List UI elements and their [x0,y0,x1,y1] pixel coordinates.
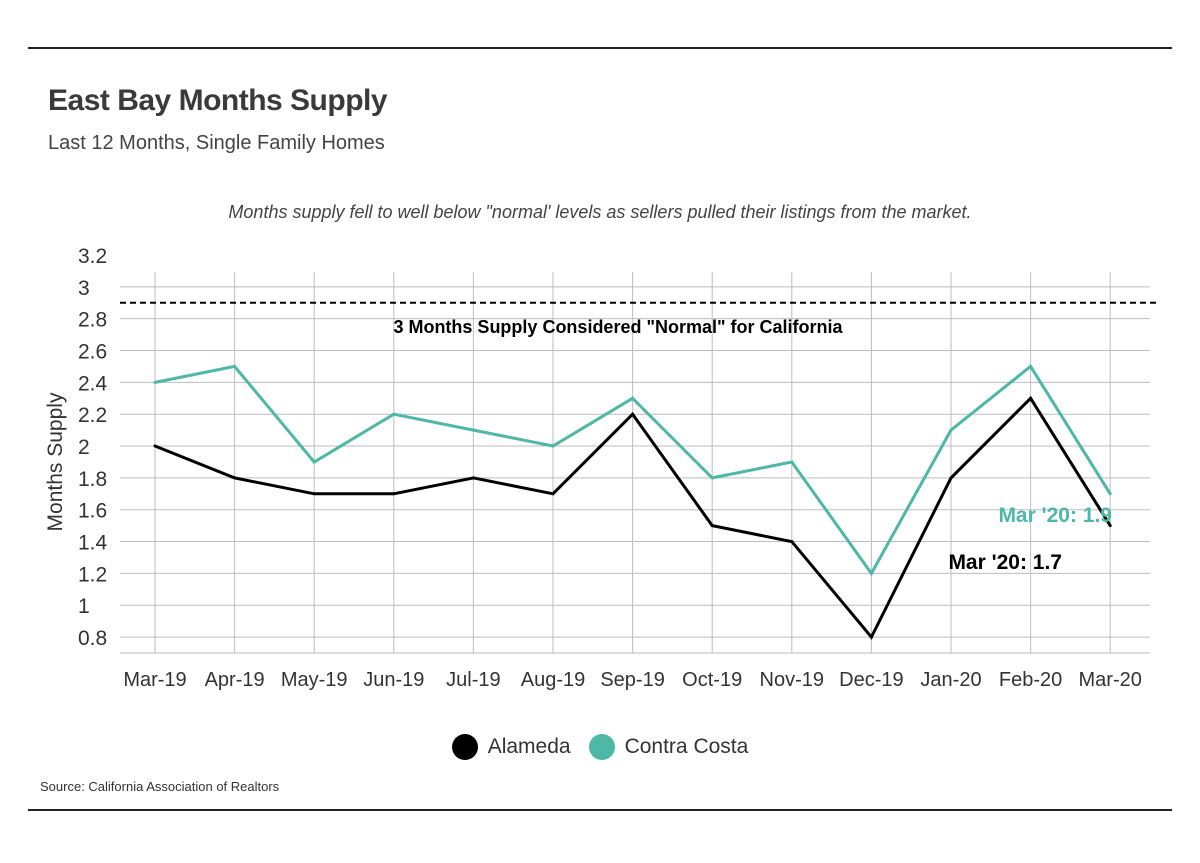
y-tick-label: 2.8 [78,309,107,332]
y-tick-label: 0.8 [78,627,107,650]
y-tick-label: 1 [78,595,90,618]
contra-costa-data-point [790,460,794,464]
contra-costa-data-point [471,428,475,432]
source-note: Source: California Association of Realto… [40,779,280,794]
x-tick-label: Jan-20 [920,669,981,691]
chart-subtitle: Last 12 Months, Single Family Homes [48,132,385,154]
alameda-data-point [869,635,873,639]
x-tick-label: Dec-19 [839,669,903,691]
y-tick-label: 2.4 [78,372,108,395]
legend-swatch-alameda [451,734,478,760]
alameda-data-point [392,492,396,496]
y-tick-label: 3 [78,277,90,300]
y-tick-label: 2.6 [78,341,107,364]
alameda-data-point [153,444,157,448]
contra-costa-data-point [1108,492,1112,496]
alameda-data-point [710,524,714,528]
alameda-data-point [471,476,475,480]
contra-costa-data-point [869,571,873,575]
x-tick-label: Mar-20 [1079,669,1142,691]
alameda-data-point [631,412,635,416]
alameda-data-point [551,492,555,496]
alameda-data-point [790,540,794,544]
contra-costa-data-point [710,476,714,480]
x-tick-label: Apr-19 [205,669,265,691]
x-tick-label: Mar-19 [123,669,186,691]
x-tick-label: Feb-20 [999,669,1062,691]
x-tick-label: Sep-19 [600,669,665,691]
y-tick-label: 1.6 [78,500,107,523]
top-rule [28,47,1172,49]
contra-costa-data-point [153,380,157,384]
alameda-data-point [949,476,953,480]
y-tick-label: 2 [78,436,90,459]
normal-reference-label: 3 Months Supply Considered "Normal" for … [393,317,843,337]
chart-annotation: Months supply fell to well below "normal… [228,202,972,222]
bottom-rule [28,809,1172,811]
y-axis-label: Months Supply [44,392,67,531]
contra-costa-data-point [392,412,396,416]
y-tick-label: 3.2 [78,245,107,268]
alameda-data-point [312,492,316,496]
x-tick-label: Aug-19 [521,669,586,691]
legend-item-contra-costa: Contra Costa [588,734,749,760]
alameda-data-point [1108,524,1112,528]
legend-label-contra-costa: Contra Costa [624,735,749,758]
legend: Alameda Contra Costa [0,734,1200,760]
contra-costa-data-point [631,396,635,400]
x-tick-label: Nov-19 [760,669,824,691]
contra-costa-data-point [551,444,555,448]
contra-costa-data-point [312,460,316,464]
alameda-end-label: Mar '20: 1.7 [948,551,1062,574]
legend-label-alameda: Alameda [487,735,571,758]
legend-swatch-contra-costa [588,734,615,760]
y-tick-label: 1.4 [78,532,108,555]
y-tick-label: 1.8 [78,468,107,491]
x-tick-label: Jun-19 [363,669,424,691]
legend-item-alameda: Alameda [451,734,571,760]
alameda-data-point [233,476,237,480]
contra-costa-data-point [1029,364,1033,368]
x-tick-label: May-19 [281,669,348,691]
y-tick-label: 2.2 [78,404,107,427]
y-tick-label: 1.2 [78,563,107,586]
contra-costa-data-point [949,428,953,432]
x-tick-label: Oct-19 [682,669,742,691]
chart-title: East Bay Months Supply [48,84,388,117]
alameda-data-point [1029,396,1033,400]
x-tick-label: Jul-19 [446,669,500,691]
contra-costa-data-point [233,364,237,368]
contra-costa-end-label: Mar '20: 1.9 [998,504,1112,527]
